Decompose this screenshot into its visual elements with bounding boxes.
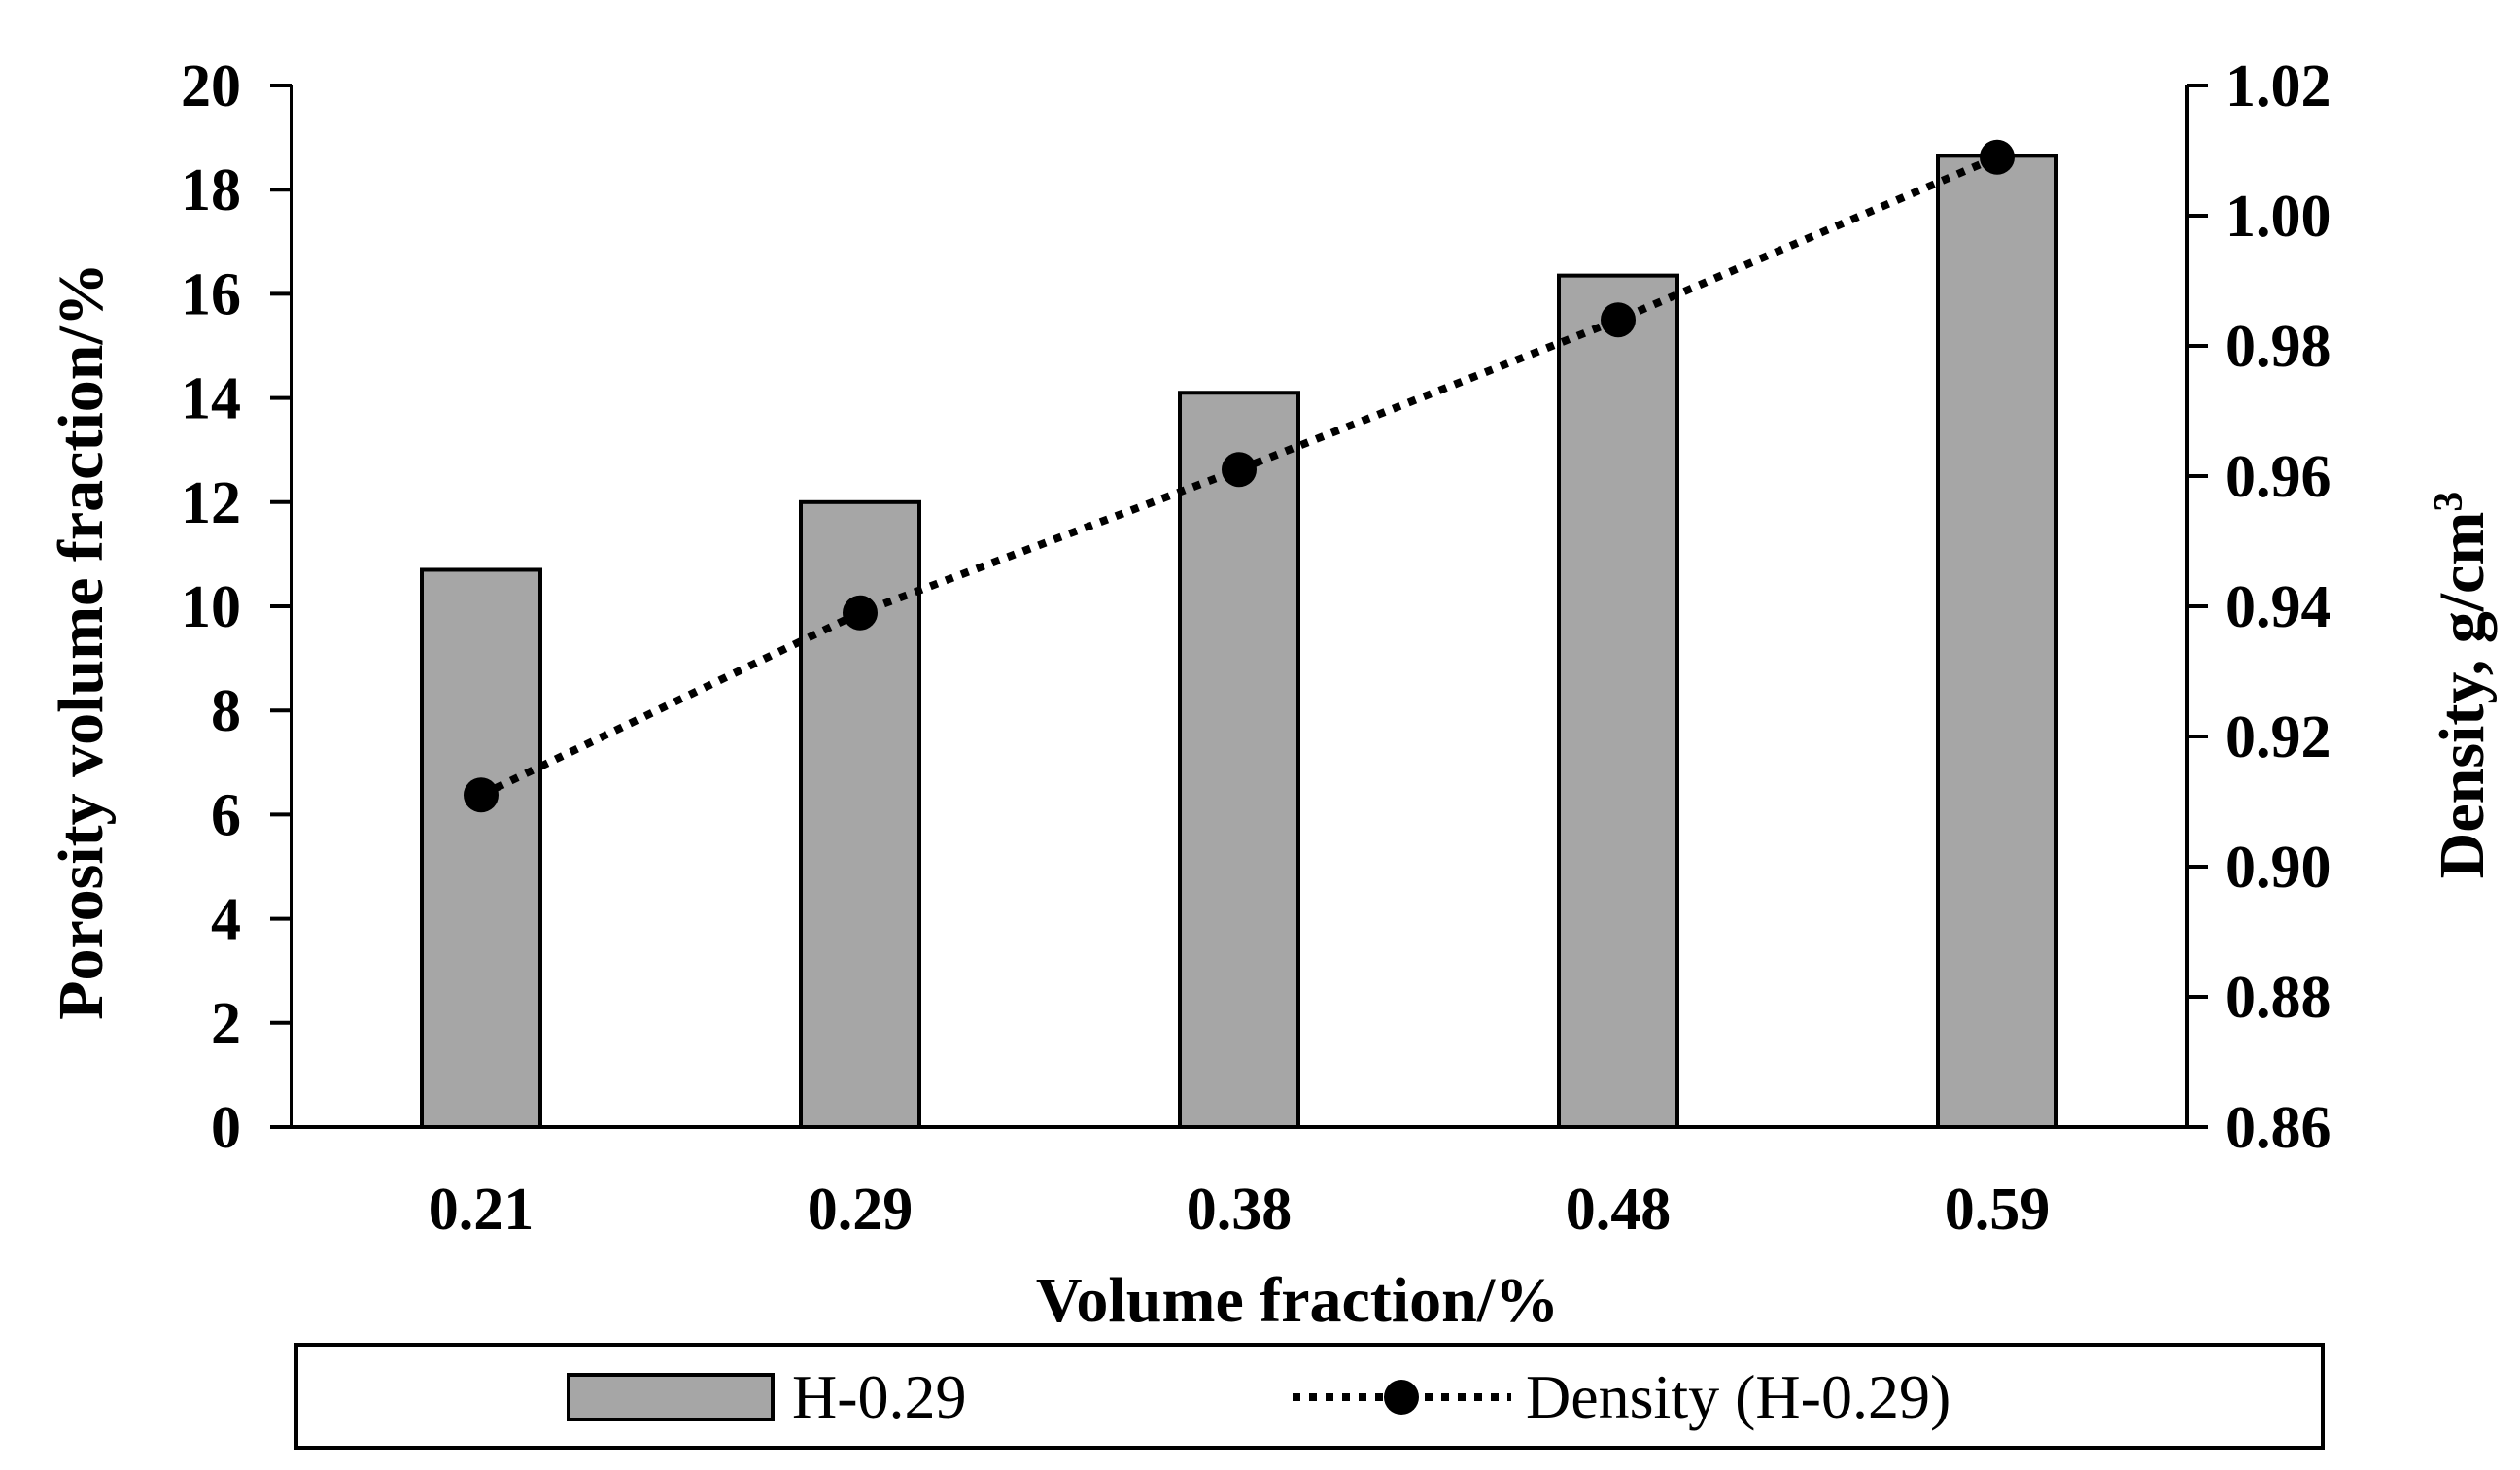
x-axis-title: Volume fraction/% xyxy=(1036,1265,1559,1336)
legend-label-density: Density (H-0.29) xyxy=(1526,1362,1950,1431)
bars-layer xyxy=(420,154,2058,1130)
density-line-layer xyxy=(464,139,2015,813)
x-tick-label: 0.29 xyxy=(808,1177,914,1243)
y2-tick-label: 0.90 xyxy=(2226,835,2331,901)
x-tick-label: 0.38 xyxy=(1187,1177,1293,1243)
y2-tick-label: 0.98 xyxy=(2226,314,2331,380)
density-point-0.38 xyxy=(1222,452,1257,488)
y-tick-label: 4 xyxy=(211,887,241,953)
y2-tick-label: 0.88 xyxy=(2226,965,2331,1031)
y-tick-label: 6 xyxy=(211,782,241,848)
ticks-layer: 0 2 4 6 8 10 12 14 16 18 20 0.86 0.88 0.90 0.92 0.94 0.9… xyxy=(181,53,2331,1243)
y-tick-label: 10 xyxy=(181,574,241,640)
y2-tick-label: 0.94 xyxy=(2226,574,2331,640)
y2-axis-title-text: Density, g/cm xyxy=(2427,512,2498,879)
y-tick-label: 2 xyxy=(211,991,241,1057)
legend-label-bars: H-0.29 xyxy=(792,1362,967,1431)
x-tick-label: 0.59 xyxy=(1945,1177,2051,1243)
density-point-0.59 xyxy=(1980,139,2015,175)
y-tick-label: 18 xyxy=(181,157,241,223)
bar-0.48 xyxy=(1557,273,1679,1129)
x-tick-label: 0.21 xyxy=(429,1177,535,1243)
bar-0.21 xyxy=(420,567,542,1129)
y2-axis-title-sup: 3 xyxy=(2427,492,2471,512)
y2-tick-label: 1.00 xyxy=(2226,184,2331,250)
y-tick-label: 8 xyxy=(211,678,241,744)
y-axis-title: Porosity volume fraction/% xyxy=(46,262,117,1020)
y-tick-label: 12 xyxy=(181,470,241,536)
bar-0.38 xyxy=(1178,391,1300,1129)
x-tick-label: 0.48 xyxy=(1566,1177,1672,1243)
y-tick-label: 0 xyxy=(211,1095,241,1161)
density-point-0.29 xyxy=(843,595,878,631)
y2-axis-title: Density, g/cm3 xyxy=(2427,492,2498,879)
y2-tick-label: 0.86 xyxy=(2226,1095,2331,1161)
legend: H-0.29 Density (H-0.29) xyxy=(294,1343,2325,1450)
density-point-0.21 xyxy=(464,777,499,813)
y2-tick-label: 0.92 xyxy=(2226,704,2331,770)
y2-tick-label: 1.02 xyxy=(2226,53,2331,120)
density-point-0.48 xyxy=(1601,302,1636,338)
y2-tick-label: 0.96 xyxy=(2226,444,2331,510)
y-tick-label: 14 xyxy=(181,366,241,432)
legend-swatch-marker xyxy=(1384,1380,1419,1415)
legend-swatch-bar xyxy=(567,1373,775,1421)
y-tick-label: 20 xyxy=(181,53,241,120)
bar-0.59 xyxy=(1936,154,2058,1130)
y-tick-label: 16 xyxy=(181,261,241,327)
